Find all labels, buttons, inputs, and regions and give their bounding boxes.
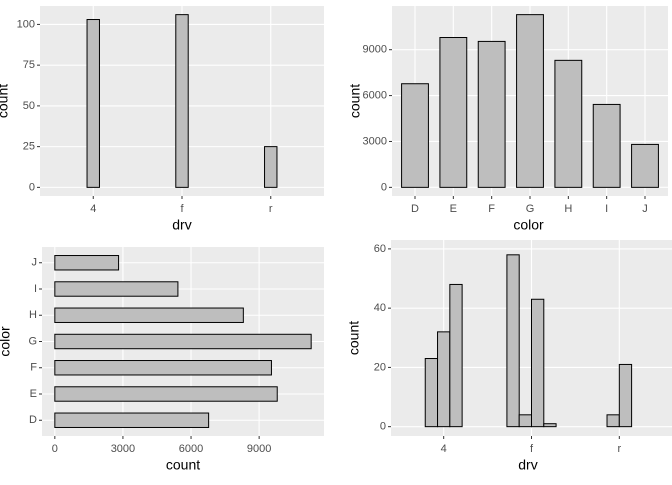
y-tick-label: F [30,362,37,374]
bar [424,358,439,428]
x-tick-label: r [269,203,273,215]
x-tick-label: H [564,203,572,215]
bar [606,414,620,428]
x-tick-label: f [180,203,184,215]
y-tick-label: 0 [381,181,387,193]
x-axis-title: color [513,217,544,233]
y-tick-label: 9000 [363,44,387,56]
y-tick-label: H [29,309,37,321]
y-tick-label: 3000 [363,135,387,147]
bar [518,414,532,428]
y-axis-title: count [0,84,11,118]
x-tick-label: D [411,203,419,215]
bar [54,333,312,350]
y-tick-label: 75 [23,59,35,71]
bar [54,412,210,428]
bar [554,59,583,188]
y-tick-label: 0 [29,181,35,193]
y-axis-title: count [347,84,363,118]
y-tick-label: 6000 [363,89,387,101]
bar [543,423,557,428]
x-axis-title: drv [172,217,191,233]
y-tick-label: 60 [374,243,386,255]
y-tick-label: 25 [23,141,35,153]
bar [86,19,100,188]
x-tick-label: 0 [52,443,58,455]
x-tick-label: F [488,203,495,215]
bar [439,37,468,188]
y-axis-title: color [0,326,13,357]
x-tick-label: 6000 [179,443,203,455]
bar [449,283,463,428]
y-tick-label: 0 [380,421,386,433]
bar [592,103,621,188]
y-tick-label: I [34,283,37,295]
x-tick-label: r [617,443,621,455]
bar [506,254,520,428]
bar [437,331,451,428]
bar [54,255,120,271]
bar [54,281,179,297]
y-tick-label: G [28,335,37,347]
y-tick-label: 20 [374,361,386,373]
bar [175,14,189,188]
x-tick-label: f [530,443,534,455]
y-tick-label: 40 [374,302,386,314]
bar [531,298,545,428]
x-tick-label: 9000 [247,443,271,455]
y-tick-label: 100 [17,18,35,30]
y-tick-label: E [30,388,37,400]
x-tick-label: I [605,203,608,215]
bar [618,363,633,428]
x-tick-label: J [642,203,648,215]
x-tick-label: 3000 [111,443,135,455]
bar [401,83,429,188]
x-tick-label: 4 [90,203,96,215]
bar [477,40,506,188]
x-tick-label: G [526,203,535,215]
y-tick-label: 50 [23,100,35,112]
bar [516,14,544,188]
x-axis-title: drv [518,457,537,473]
bar [54,307,244,323]
y-axis-title: count [346,321,362,355]
bar [54,386,278,402]
bar [631,143,659,188]
x-tick-label: E [450,203,457,215]
y-tick-label: D [29,414,37,426]
x-tick-label: 4 [441,443,447,455]
y-tick-label: J [32,257,38,269]
bar [264,146,278,188]
x-axis-title: count [166,457,200,473]
bar [54,360,272,376]
